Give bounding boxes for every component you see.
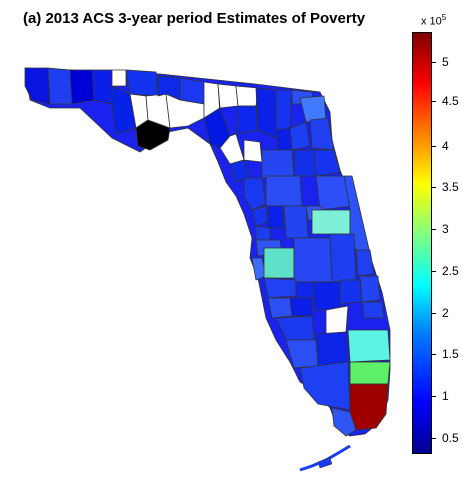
county-columbia [255, 87, 277, 139]
county-glades-nodata [325, 305, 349, 335]
key-west-island [317, 457, 333, 469]
county-lake [283, 205, 309, 239]
county-broward [349, 361, 391, 385]
county-desoto [289, 297, 313, 317]
county-marion [265, 175, 303, 207]
county-madison [217, 83, 239, 109]
colorbar-tick-label: 2 [442, 306, 449, 320]
county-escambia [24, 67, 51, 105]
county-suwannee [235, 105, 259, 135]
county-martin [361, 301, 385, 319]
colorbar-gradient [412, 32, 432, 454]
colorbar-tick-label: 1.5 [442, 347, 459, 361]
colorbar-tick-mark [432, 354, 436, 355]
county-okeechobee [339, 279, 363, 305]
county-monroe-mainland [331, 407, 357, 437]
colorbar-tick-label: 3 [442, 222, 449, 236]
county-sumter [267, 205, 285, 229]
county-walton [91, 69, 113, 105]
colorbar [412, 32, 432, 454]
colorbar-tick-mark [432, 62, 436, 63]
county-leon [179, 77, 205, 105]
county-highlands [313, 281, 341, 311]
colorbar-tick-label: 4 [442, 139, 449, 153]
county-hardee [295, 281, 315, 299]
colorbar-tick-mark [432, 438, 436, 439]
county-putnam [293, 149, 317, 177]
colorbar-tick-label: 4.5 [442, 94, 459, 108]
colorbar-tick-mark [432, 313, 436, 314]
county-gilchrist-nodata [243, 139, 263, 163]
county-santa-rosa [47, 67, 73, 105]
map-title: (a) 2013 ACS 3-year period Estimates of … [22, 10, 366, 27]
county-jackson [125, 69, 159, 97]
county-polk [293, 237, 333, 283]
county-union [275, 127, 293, 151]
county-hendry [315, 331, 349, 367]
county-collier [299, 361, 351, 411]
colorbar-multiplier: x 105 [421, 13, 447, 28]
colorbar-tick-label: 0.5 [442, 431, 459, 445]
colorbar-tick-mark [432, 101, 436, 102]
county-hillsborough [263, 247, 295, 279]
colorbar-tick-mark [432, 396, 436, 397]
colorbar-tick-label: 3.5 [442, 180, 459, 194]
county-flagler [313, 149, 341, 177]
colorbar-tick-label: 5 [442, 55, 449, 69]
county-levy [243, 177, 267, 211]
county-holmes-nodata [111, 69, 127, 87]
colorbar-tick-mark [432, 146, 436, 147]
county-hamilton-nodata [235, 85, 259, 107]
county-miami-dade [349, 383, 389, 431]
county-alachua [261, 149, 295, 179]
county-hernando [255, 225, 271, 241]
county-orange [311, 209, 351, 235]
colorbar-tick-mark [432, 187, 436, 188]
county-sarasota [267, 297, 293, 319]
colorbar-tick-mark [432, 229, 436, 230]
county-bay [111, 85, 137, 135]
colorbar-tick-mark [432, 271, 436, 272]
county-indian-river [355, 249, 375, 277]
county-osceola [329, 233, 357, 283]
county-baker [275, 89, 293, 131]
county-manatee [263, 277, 297, 299]
county-st-lucie [359, 275, 381, 303]
county-palm-beach [347, 329, 391, 363]
county-okaloosa [69, 69, 95, 105]
colorbar-tick-label: 2.5 [442, 264, 459, 278]
colorbar-tick-label: 1 [442, 389, 449, 403]
